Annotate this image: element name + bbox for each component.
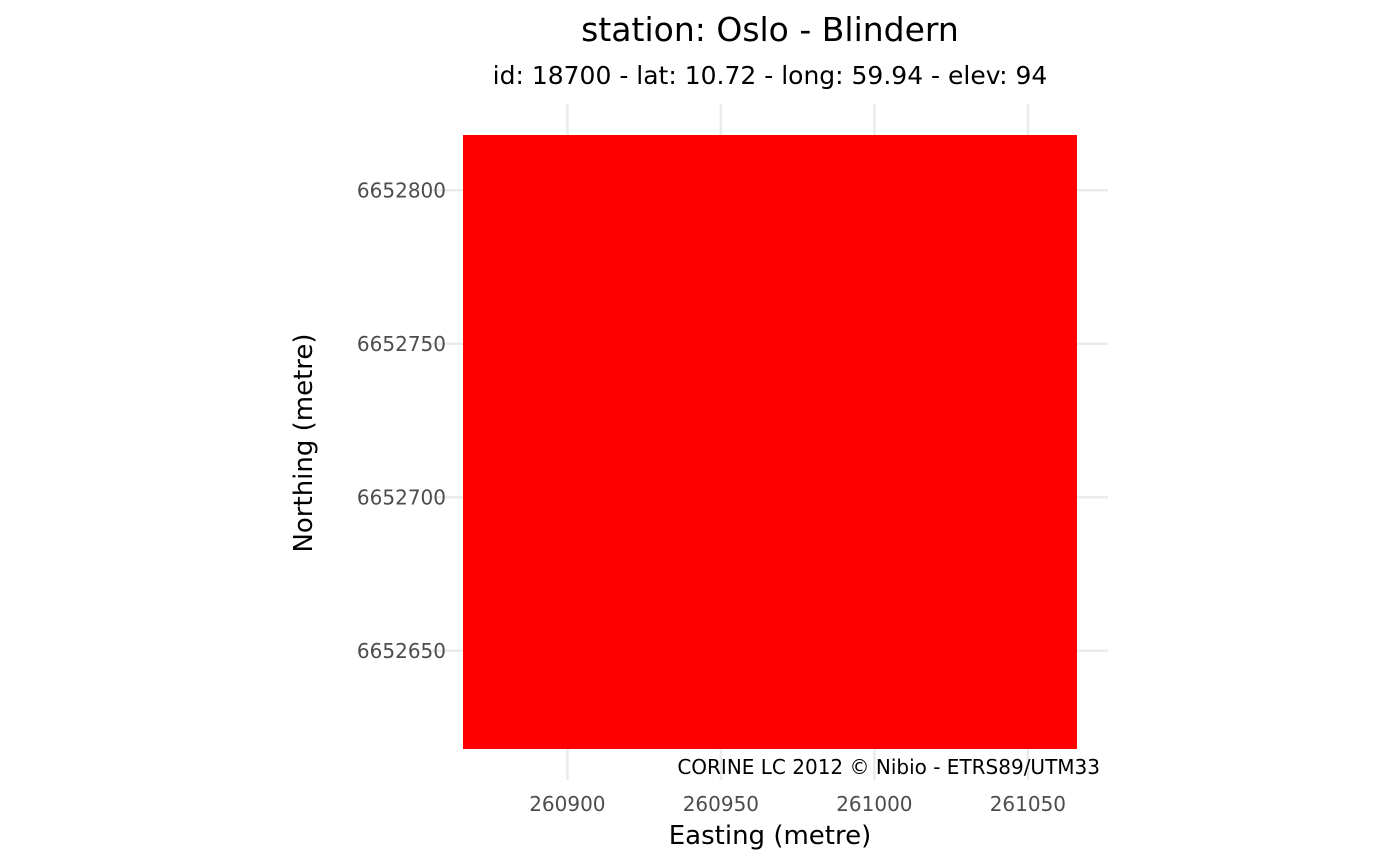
label-layer: 260900 260950 261000 261050 6652650 6652700 66… (357, 178, 1066, 816)
y-axis-title: Northing (metre) (289, 333, 319, 552)
x-tick-label: 261000 (836, 792, 912, 816)
x-axis-title: Easting (metre) (669, 821, 872, 851)
chart-title: station: Oslo - Blindern (581, 10, 959, 49)
y-tick-label: 6652800 (357, 178, 446, 202)
chart-subtitle: id: 18700 - lat: 10.72 - long: 59.94 - e… (493, 61, 1048, 90)
x-tick-label: 261050 (990, 792, 1066, 816)
x-tick-label: 260950 (683, 792, 759, 816)
land-cover-tile (463, 135, 1077, 749)
chart-caption: CORINE LC 2012 © Nibio - ETRS89/UTM33 (677, 755, 1100, 779)
y-tick-label: 6652700 (357, 485, 446, 509)
y-tick-label: 6652650 (357, 639, 446, 663)
tile-layer (463, 135, 1077, 749)
y-tick-label: 6652750 (357, 332, 446, 356)
x-tick-label: 260900 (529, 792, 605, 816)
